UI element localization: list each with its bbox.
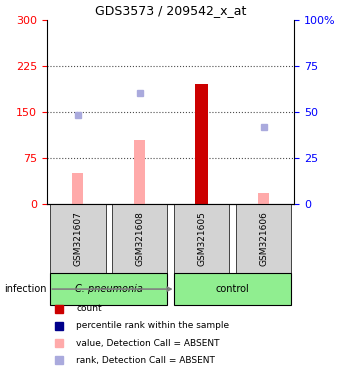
Text: rank, Detection Call = ABSENT: rank, Detection Call = ABSENT	[76, 356, 215, 365]
FancyBboxPatch shape	[236, 204, 291, 273]
Bar	[72, 173, 83, 204]
Text: GSM321606: GSM321606	[259, 211, 268, 266]
Bar	[134, 139, 145, 204]
Text: percentile rank within the sample: percentile rank within the sample	[76, 321, 230, 330]
FancyBboxPatch shape	[174, 204, 230, 273]
FancyBboxPatch shape	[112, 204, 168, 273]
Text: GSM321605: GSM321605	[197, 211, 206, 266]
Text: GSM321607: GSM321607	[73, 211, 82, 266]
FancyBboxPatch shape	[50, 273, 168, 305]
Text: GSM321608: GSM321608	[135, 211, 144, 266]
Text: C. pneumonia: C. pneumonia	[75, 284, 142, 294]
Bar	[195, 84, 208, 204]
Bar	[258, 193, 269, 204]
Text: count: count	[76, 304, 102, 313]
FancyBboxPatch shape	[50, 204, 105, 273]
Text: value, Detection Call = ABSENT: value, Detection Call = ABSENT	[76, 339, 220, 348]
FancyBboxPatch shape	[174, 273, 291, 305]
Title: GDS3573 / 209542_x_at: GDS3573 / 209542_x_at	[95, 4, 246, 17]
Text: infection: infection	[4, 284, 171, 294]
Text: control: control	[216, 284, 250, 294]
